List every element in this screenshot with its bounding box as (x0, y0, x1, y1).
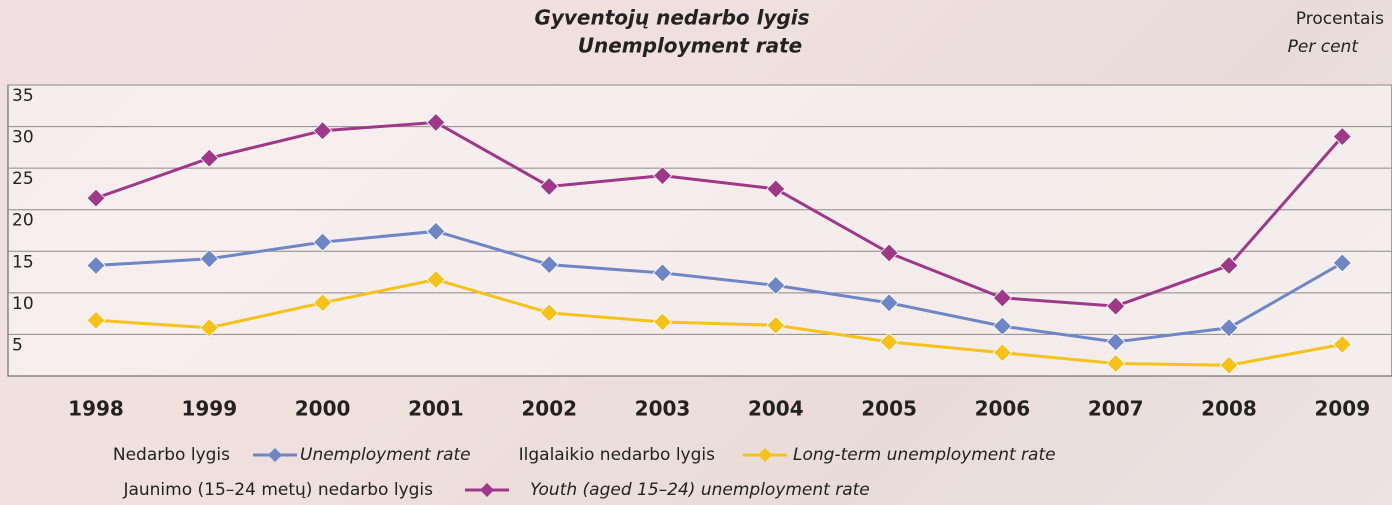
marker (879, 332, 899, 352)
marker (1219, 318, 1239, 338)
marker (1106, 296, 1126, 316)
marker (766, 179, 786, 199)
x-tick-label: 2007 (1088, 397, 1144, 421)
legend-label: Long-term unemployment rate (793, 445, 1056, 465)
x-tick-label: 2000 (295, 397, 351, 421)
marker (652, 263, 673, 283)
legend-label: Unemployment rate (300, 445, 471, 465)
legend-marker (268, 448, 282, 462)
marker (992, 343, 1012, 363)
marker (652, 166, 673, 186)
y-tick-label: 20 (12, 211, 34, 231)
legend-marker (758, 448, 772, 462)
legend-label: Youth (aged 15–24) unemployment rate (530, 480, 870, 500)
x-tick-label: 2002 (521, 397, 577, 421)
series-line (95, 278, 1343, 367)
marker (313, 232, 333, 252)
x-tick-label: 1998 (68, 397, 124, 421)
y-tick-label: 5 (12, 335, 23, 355)
marker (879, 243, 899, 263)
x-tick-label: 2005 (861, 397, 917, 421)
marker (86, 310, 106, 330)
marker (86, 255, 106, 275)
marker (766, 275, 786, 295)
marker (539, 255, 559, 275)
marker (1219, 255, 1239, 275)
marker (199, 249, 219, 269)
marker (1332, 126, 1352, 147)
x-tick-label: 1999 (181, 397, 237, 421)
x-tick-label: 2009 (1314, 397, 1370, 421)
x-tick-label: 2008 (1201, 397, 1257, 421)
chart-subtitle: Unemployment rate (578, 34, 802, 58)
x-tick-label: 2004 (748, 397, 804, 421)
marker (86, 188, 106, 208)
marker (1106, 332, 1126, 352)
marker (199, 148, 219, 168)
series-line (95, 120, 1344, 308)
marker (1332, 334, 1352, 354)
marker (1219, 355, 1239, 375)
marker (426, 269, 446, 290)
marker (1332, 253, 1352, 273)
marker (652, 312, 673, 332)
y-tick-label: 15 (12, 252, 34, 272)
legend-marker (480, 483, 494, 497)
marker (992, 316, 1012, 336)
marker (766, 315, 786, 335)
y-tick-label: 10 (12, 294, 34, 314)
legend-label-lt: Nedarbo lygis (113, 445, 230, 465)
marker (879, 293, 899, 313)
marker (992, 288, 1012, 308)
legend-label-lt: Ilgalaikio nedarbo lygis (519, 445, 716, 465)
plot-area (7, 84, 1392, 377)
marker (426, 112, 446, 132)
marker (539, 176, 559, 196)
y-tick-label: 30 (12, 128, 34, 148)
chart-title: Gyventojų nedarbo lygis (534, 6, 809, 30)
marker (1106, 353, 1126, 374)
y-tick-label: 25 (12, 169, 34, 189)
x-tick-label: 2006 (975, 397, 1031, 421)
unit-label: Procentais (1296, 9, 1384, 29)
marker (313, 293, 333, 313)
unit-label-en: Per cent (1288, 37, 1360, 57)
marker (199, 318, 219, 338)
legend-label-lt: Jaunimo (15–24 metų) nedarbo lygis (122, 480, 433, 500)
marker (539, 303, 559, 323)
marker (313, 121, 333, 141)
x-tick-label: 2001 (408, 397, 464, 421)
y-tick-label: 35 (12, 86, 34, 106)
x-tick-label: 2003 (635, 397, 691, 421)
marker (426, 221, 446, 241)
series-line (95, 229, 1344, 344)
